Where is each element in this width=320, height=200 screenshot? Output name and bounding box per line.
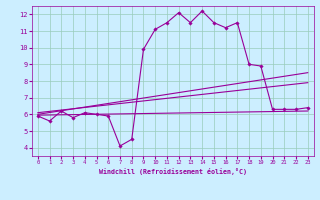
X-axis label: Windchill (Refroidissement éolien,°C): Windchill (Refroidissement éolien,°C) — [99, 168, 247, 175]
